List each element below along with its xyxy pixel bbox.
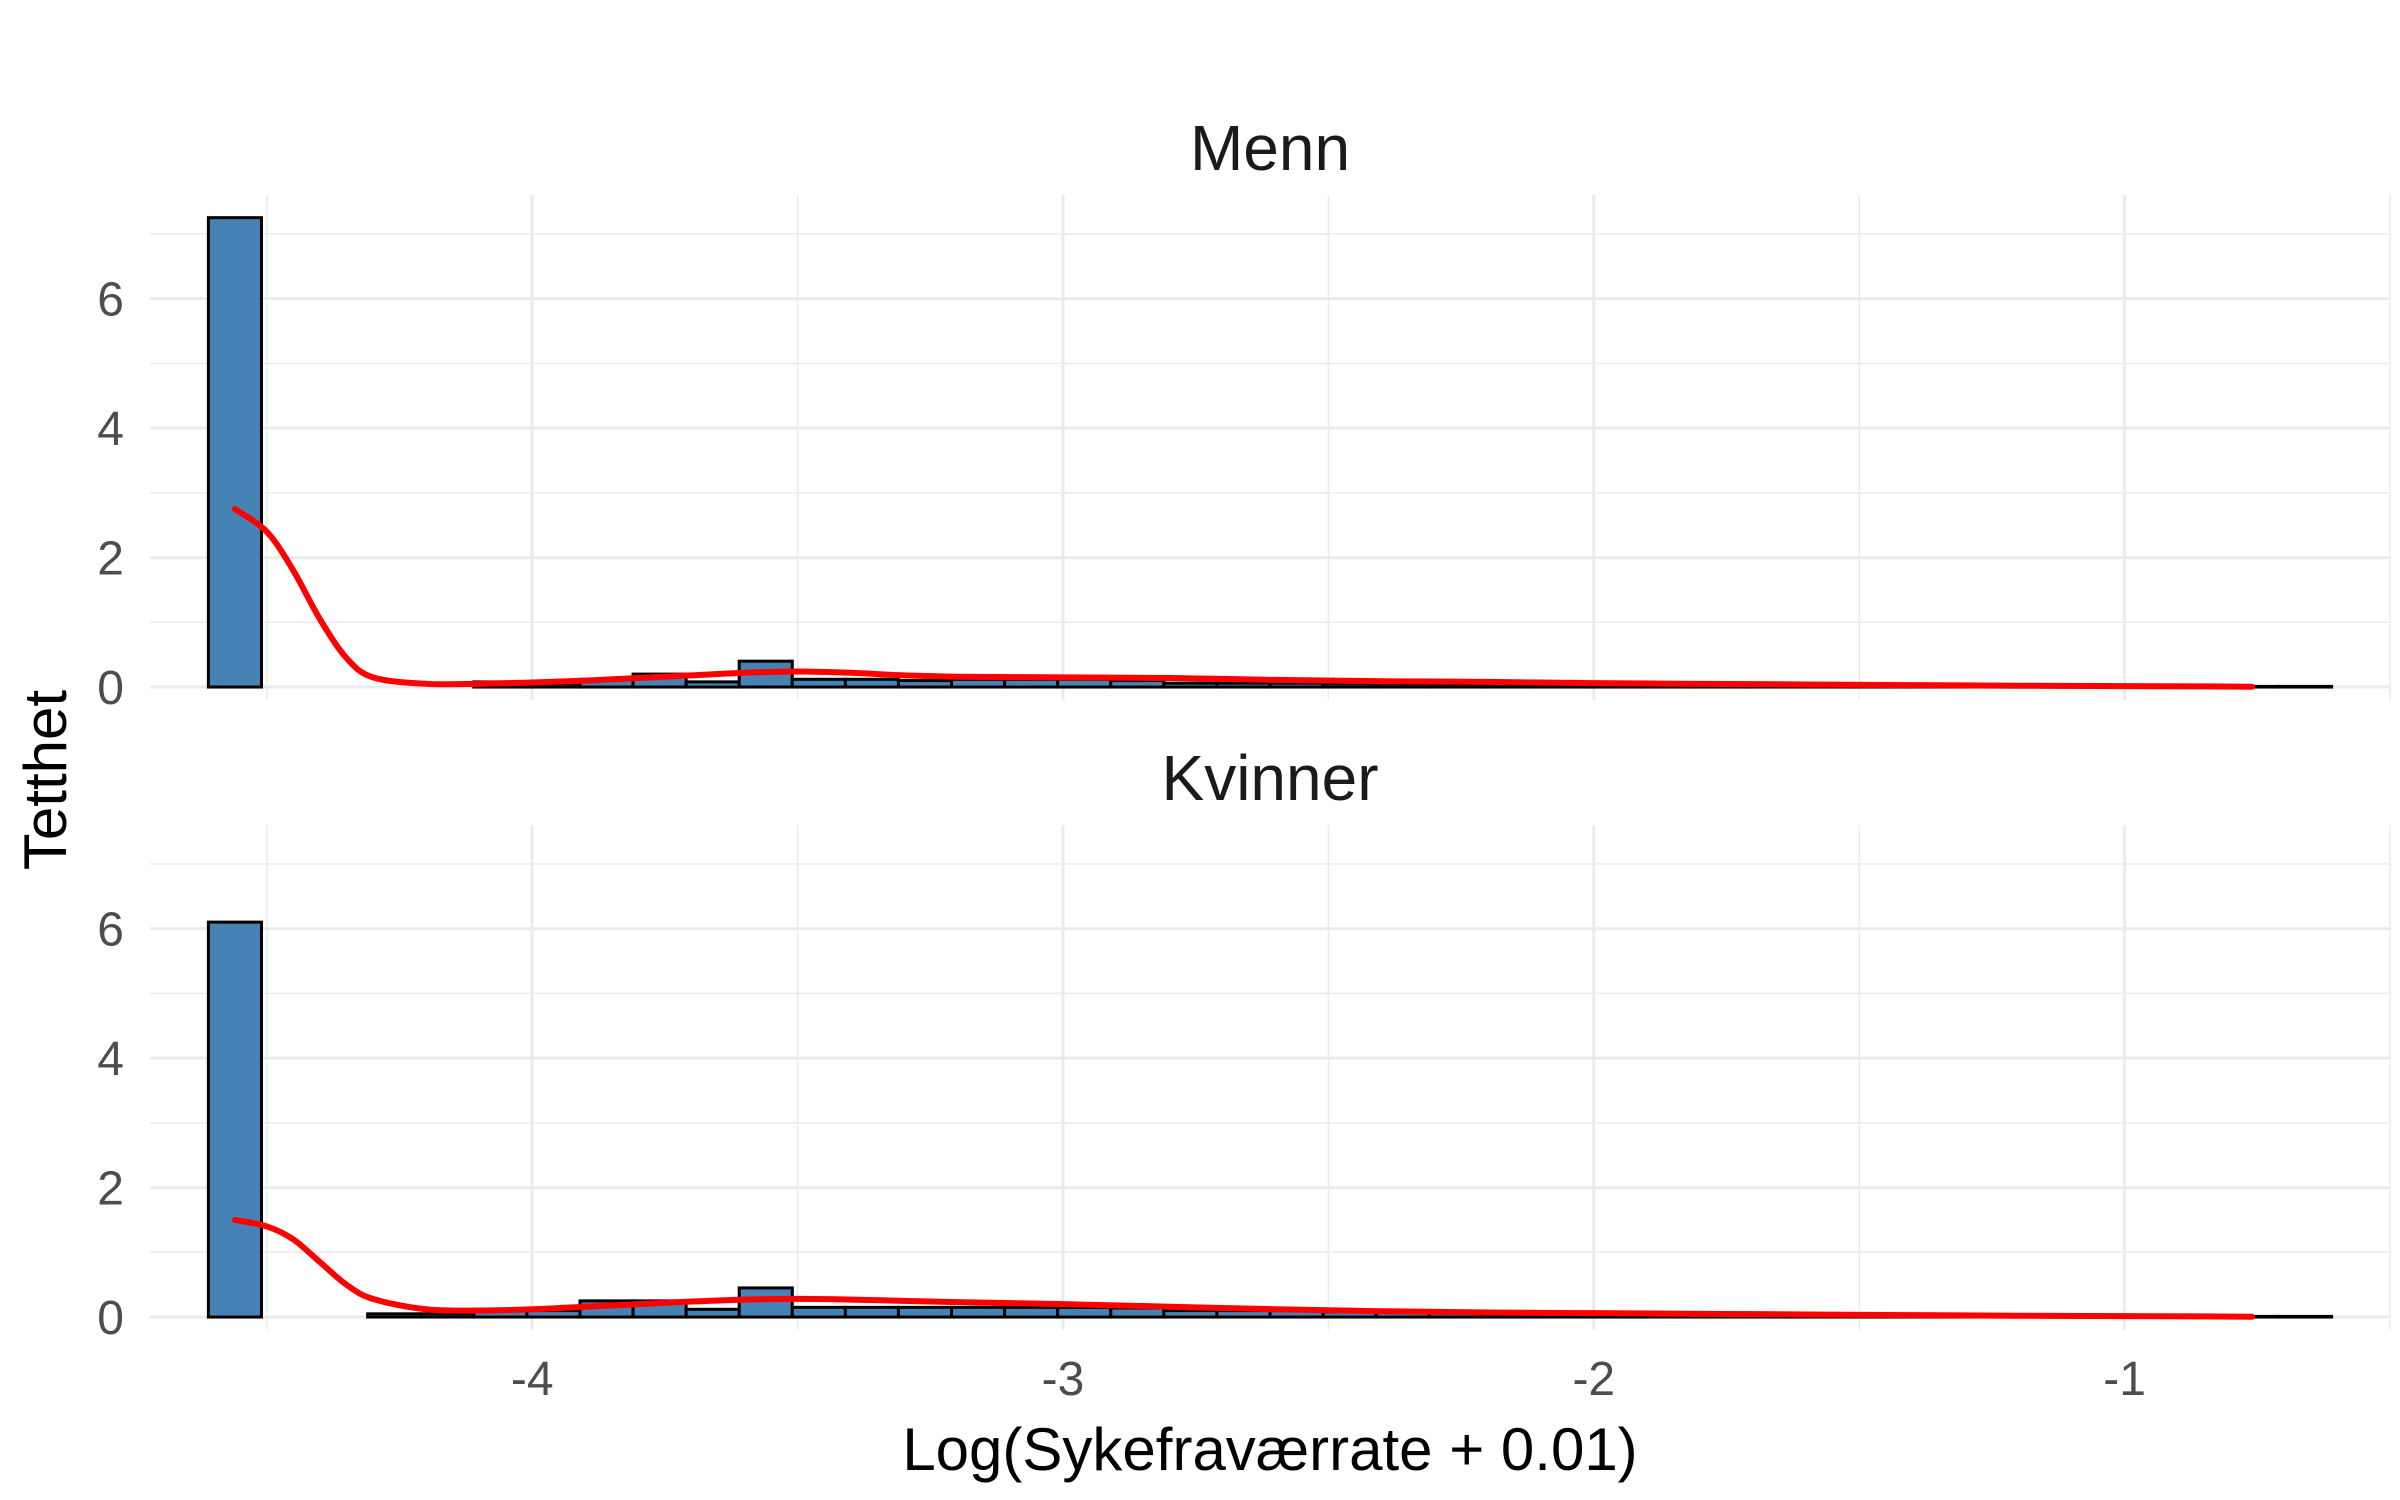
- x-tick-label: -2: [1572, 1353, 1615, 1406]
- histogram-bar: [1109, 679, 1166, 689]
- facet-panel-menn: Menn 0 2 4 6: [97, 112, 2391, 715]
- histogram-bar: [950, 677, 1007, 689]
- histogram-bar: [1056, 1305, 1113, 1319]
- facet-panel-kvinner: Kvinner 0 2 4 6: [97, 742, 2391, 1345]
- y-axis-title: Tetthet: [12, 690, 79, 870]
- x-tick-label: -3: [1042, 1353, 1085, 1406]
- histogram-bar: [1215, 681, 1272, 689]
- histogram-bar: [684, 1307, 741, 1319]
- histogram-bar: [206, 216, 263, 689]
- y-tick-label: 6: [97, 904, 124, 957]
- y-tick-label: 4: [97, 1033, 124, 1086]
- facet-strip-label: Menn: [1190, 112, 1350, 184]
- histogram-bar: [1003, 1305, 1060, 1319]
- histogram-bar: [790, 1305, 847, 1319]
- histogram-bar: [896, 679, 954, 689]
- facet-strip-label: Kvinner: [1162, 742, 1379, 814]
- histogram-bar: [1162, 681, 1219, 689]
- x-tick-label: -4: [511, 1353, 554, 1406]
- y-tick-label: 0: [97, 1292, 124, 1345]
- y-tick-label: 6: [97, 274, 124, 327]
- y-tick-label: 2: [97, 533, 124, 586]
- histogram-bar: [366, 1312, 423, 1319]
- y-tick-label: 4: [97, 403, 124, 456]
- histogram-bar: [843, 677, 900, 689]
- density-curve: [231, 1216, 2255, 1320]
- histogram-bar: [1427, 682, 1484, 689]
- x-axis-title: Log(Sykefraværrate + 0.01): [902, 1416, 1637, 1483]
- histogram-bar: [1162, 1309, 1219, 1319]
- histogram-bar: [2277, 684, 2334, 689]
- histogram-bar: [206, 920, 263, 1319]
- histogram-bar: [790, 677, 847, 689]
- histogram-bar: [896, 1305, 954, 1319]
- density-curve: [231, 506, 2255, 690]
- histogram-bar: [1268, 681, 1325, 689]
- histogram-bar: [1003, 677, 1060, 689]
- y-tick-label: 0: [97, 662, 124, 715]
- x-tick-label: -1: [2103, 1353, 2146, 1406]
- histogram-bar: [843, 1305, 900, 1319]
- histogram-bar: [2277, 1314, 2334, 1319]
- histogram-bar: [1321, 682, 1378, 689]
- histogram-bar: [419, 1312, 476, 1319]
- histogram-bar: [950, 1305, 1007, 1319]
- y-tick-label: 2: [97, 1163, 124, 1216]
- histogram-bar: [684, 680, 741, 689]
